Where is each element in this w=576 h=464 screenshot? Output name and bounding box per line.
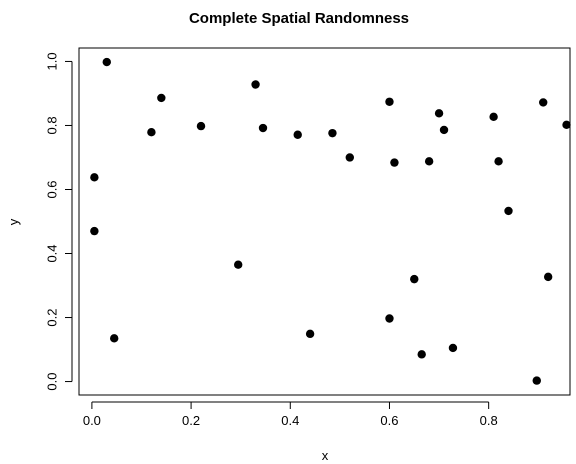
y-tick-label: 1.0 [45,52,60,70]
data-point [147,127,156,137]
data-point [448,343,458,353]
data-point [562,120,571,130]
y-axis: 0.0 0.2 0.4 0.6 0.8 1.0 [45,52,73,391]
x-tick-label: 0.2 [182,413,200,428]
data-point [90,226,99,236]
data-point [390,158,399,167]
data-point [90,173,99,182]
data-point [439,125,449,135]
data-point [234,260,243,269]
data-point [434,109,444,118]
y-tick-label: 0.0 [45,373,60,391]
data-point [532,376,541,385]
data-point [494,157,503,166]
data-point [410,274,419,284]
chart-title: Complete Spatial Randomness [189,10,409,27]
data-point [157,93,166,103]
y-tick-label: 0.2 [45,308,60,326]
data-point [196,121,206,131]
y-tick-label: 0.6 [45,180,60,198]
y-tick-label: 0.4 [45,244,60,262]
y-tick-label: 0.8 [45,116,60,134]
x-axis-label: x [322,448,329,463]
x-tick-label: 0.8 [480,413,498,428]
data-point [293,130,302,139]
x-axis: 0.0 0.2 0.4 0.6 0.8 [83,401,498,428]
data-points [90,57,571,385]
data-point [110,334,119,343]
data-point [305,329,315,339]
data-point [543,272,553,282]
data-point [424,157,434,166]
x-tick-label: 0.6 [380,413,398,428]
data-point [385,314,394,323]
data-point [385,97,394,106]
data-point [251,80,260,89]
x-tick-label: 0.0 [83,413,101,428]
data-point [489,112,498,122]
y-axis-label: y [6,218,21,225]
data-point [504,206,513,216]
data-point [328,128,337,138]
data-point [102,57,111,67]
data-point [417,350,426,359]
plot-frame [78,47,571,396]
x-tick-label: 0.4 [281,413,299,428]
data-point [345,153,354,162]
data-point [258,123,268,133]
data-point [539,98,548,107]
